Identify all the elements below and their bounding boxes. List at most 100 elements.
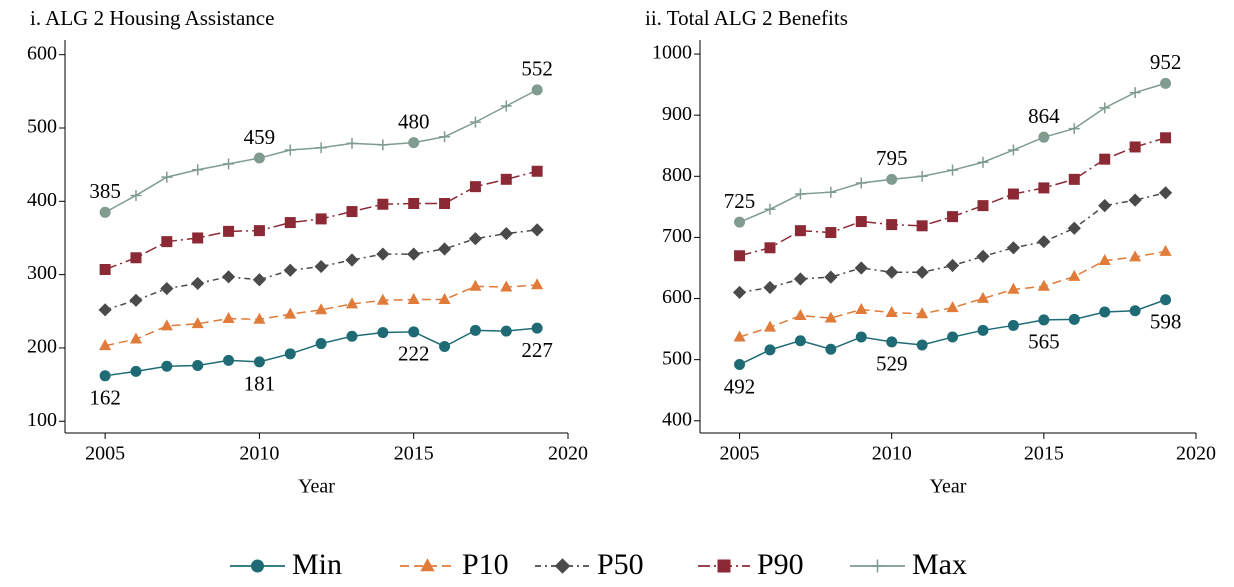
marker bbox=[825, 343, 837, 355]
x-axis-label: Year bbox=[298, 476, 335, 498]
marker bbox=[1158, 186, 1173, 200]
marker bbox=[500, 325, 512, 337]
marker bbox=[251, 559, 264, 573]
series-line: Max bbox=[739, 82, 1166, 223]
marker bbox=[161, 236, 173, 248]
series-line: P10 bbox=[104, 284, 538, 347]
marker bbox=[916, 220, 928, 232]
marker bbox=[1006, 241, 1021, 255]
marker bbox=[1038, 131, 1050, 143]
marker bbox=[439, 131, 451, 143]
data-label: 492 bbox=[724, 374, 756, 398]
x-tick-label: 2015 bbox=[1024, 443, 1064, 465]
data-label: 795 bbox=[876, 146, 908, 170]
marker bbox=[99, 206, 111, 218]
series: P50 bbox=[98, 223, 544, 317]
marker bbox=[315, 142, 327, 154]
chart-title: i. ALG 2 Housing Assistance bbox=[30, 6, 274, 30]
marker bbox=[284, 307, 297, 319]
marker bbox=[99, 339, 112, 351]
marker bbox=[376, 247, 390, 261]
marker bbox=[499, 226, 513, 241]
marker bbox=[1067, 221, 1081, 235]
data-label: 227 bbox=[521, 338, 553, 362]
marker bbox=[284, 348, 296, 360]
marker bbox=[734, 359, 746, 371]
marker bbox=[1068, 123, 1080, 135]
marker bbox=[976, 249, 990, 263]
marker bbox=[1098, 199, 1112, 213]
marker bbox=[885, 265, 899, 279]
marker bbox=[916, 339, 928, 351]
data-label: 952 bbox=[1150, 50, 1182, 74]
data-label: 565 bbox=[1028, 330, 1060, 354]
legend-label: P10 bbox=[462, 548, 509, 581]
marker bbox=[1160, 77, 1172, 89]
y-tick-label: 700 bbox=[662, 225, 692, 247]
marker bbox=[500, 173, 512, 185]
data-label: 459 bbox=[244, 125, 276, 149]
marker bbox=[469, 116, 481, 128]
marker bbox=[763, 280, 777, 295]
x-tick-label: 2020 bbox=[548, 443, 588, 465]
marker bbox=[192, 232, 204, 244]
marker bbox=[223, 354, 235, 366]
marker bbox=[222, 312, 235, 324]
marker bbox=[530, 223, 544, 237]
marker bbox=[253, 312, 266, 324]
marker bbox=[732, 285, 747, 300]
marker bbox=[438, 292, 451, 304]
marker bbox=[531, 278, 544, 290]
marker bbox=[408, 198, 420, 210]
marker bbox=[129, 332, 143, 344]
marker bbox=[345, 253, 359, 267]
marker bbox=[734, 216, 746, 228]
marker bbox=[825, 186, 837, 198]
legend-label: P90 bbox=[757, 548, 804, 581]
marker bbox=[554, 558, 571, 574]
marker bbox=[1099, 102, 1111, 114]
data-label: 529 bbox=[876, 352, 908, 376]
marker bbox=[420, 558, 435, 572]
marker bbox=[315, 303, 328, 315]
marker bbox=[977, 324, 989, 336]
marker bbox=[346, 137, 358, 149]
marker bbox=[315, 213, 327, 225]
marker bbox=[437, 242, 452, 256]
marker bbox=[191, 276, 205, 291]
x-axis-label: Year bbox=[930, 476, 967, 498]
marker bbox=[284, 144, 296, 156]
marker bbox=[734, 250, 746, 262]
y-tick-label: 900 bbox=[662, 103, 692, 125]
y-tick-label: 800 bbox=[662, 164, 692, 186]
data-label: 480 bbox=[398, 109, 430, 133]
marker bbox=[191, 317, 204, 329]
marker bbox=[130, 189, 142, 201]
marker bbox=[1068, 313, 1080, 325]
marker bbox=[946, 301, 959, 313]
marker bbox=[1099, 153, 1111, 165]
marker bbox=[916, 170, 928, 182]
marker bbox=[376, 293, 389, 305]
marker bbox=[976, 291, 990, 303]
marker bbox=[916, 307, 929, 319]
marker bbox=[346, 206, 358, 218]
marker bbox=[346, 330, 358, 342]
marker bbox=[733, 330, 746, 342]
series: P10 bbox=[733, 244, 1172, 342]
marker bbox=[764, 203, 776, 215]
marker bbox=[1160, 294, 1172, 306]
marker bbox=[947, 331, 959, 343]
series: P90 bbox=[99, 165, 543, 275]
marker bbox=[130, 365, 142, 377]
x-tick-label: 2005 bbox=[85, 443, 125, 465]
marker bbox=[947, 164, 959, 176]
marker bbox=[794, 225, 806, 237]
marker bbox=[377, 198, 389, 210]
marker bbox=[469, 279, 482, 291]
marker bbox=[977, 200, 989, 212]
marker bbox=[1160, 132, 1172, 144]
marker bbox=[408, 137, 420, 149]
y-tick-label: 500 bbox=[662, 347, 692, 369]
marker bbox=[223, 225, 235, 237]
